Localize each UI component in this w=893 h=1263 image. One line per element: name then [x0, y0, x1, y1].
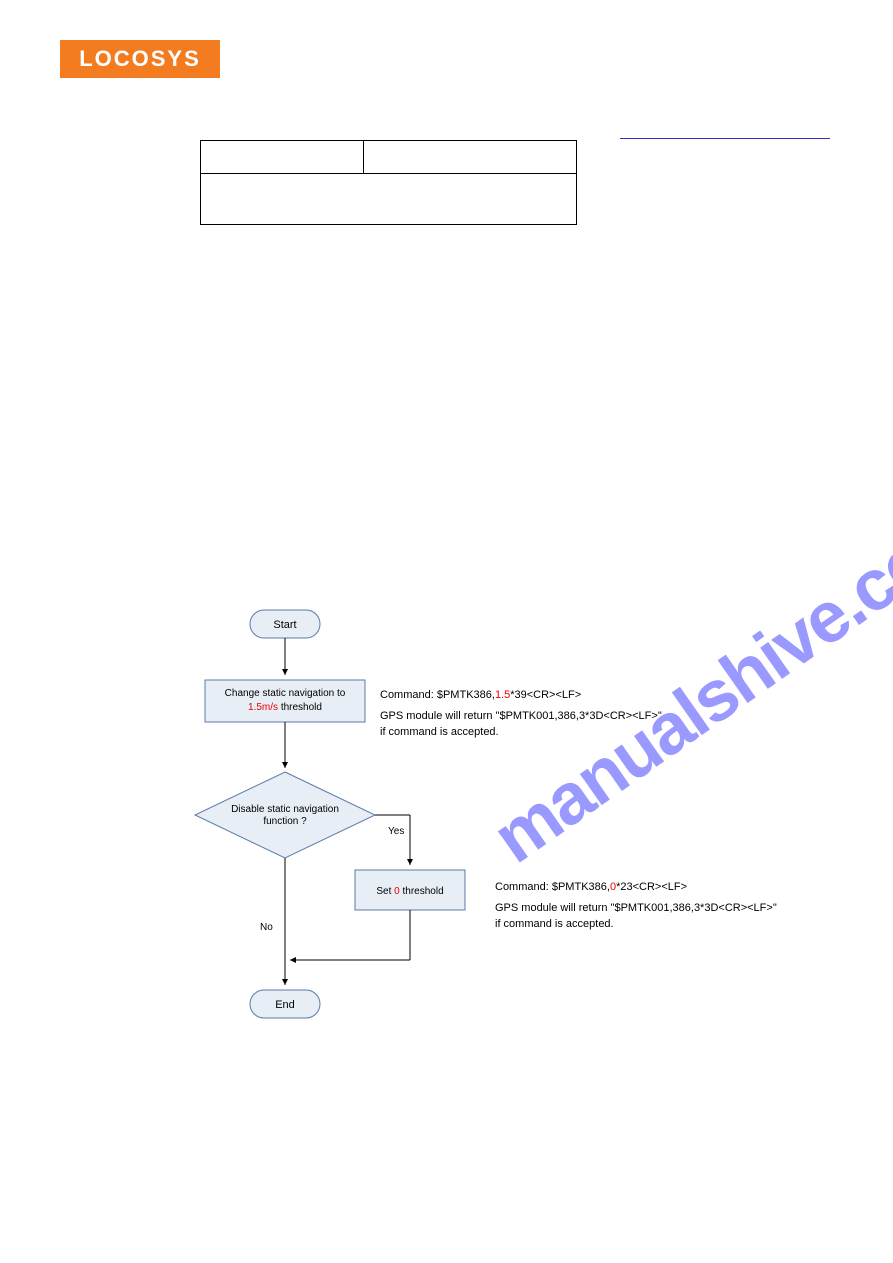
proc1-line1: Change static navigation to — [225, 688, 346, 699]
proc2-text: Set 0 threshold — [376, 886, 443, 897]
edge-yes-label: Yes — [388, 826, 404, 837]
blue-line — [620, 138, 830, 139]
node-process2 — [355, 870, 465, 910]
header-table — [200, 140, 577, 225]
ret1a: GPS module will return "$PMTK001,386,3*3… — [380, 709, 662, 724]
start-label: Start — [273, 619, 296, 631]
dec-line2: function ? — [263, 816, 307, 827]
cmd2: Command: $PMTK386,0*23<CR><LF> — [495, 880, 777, 895]
proc1-line2: 1.5m/s threshold — [248, 702, 322, 713]
ret2b: if command is accepted. — [495, 917, 777, 932]
edge-no-label: No — [260, 922, 273, 933]
node-process1 — [205, 680, 365, 722]
ret1b: if command is accepted. — [380, 725, 662, 740]
watermark: manualshive.com — [478, 483, 893, 880]
node-decision — [195, 772, 375, 858]
right-text-2: Command: $PMTK386,0*23<CR><LF> GPS modul… — [495, 880, 777, 932]
cmd1: Command: $PMTK386,1.5*39<CR><LF> — [380, 688, 662, 703]
dec-line1: Disable static navigation — [231, 804, 339, 815]
right-text-1: Command: $PMTK386,1.5*39<CR><LF> GPS mod… — [380, 688, 662, 740]
node-start — [250, 610, 320, 638]
flowchart-diagram: Start Change static navigation to 1.5m/s… — [160, 590, 500, 1070]
node-end — [250, 990, 320, 1018]
ret2a: GPS module will return "$PMTK001,386,3*3… — [495, 901, 777, 916]
end-label: End — [275, 999, 295, 1011]
logo: LOCOSYS — [60, 40, 220, 78]
